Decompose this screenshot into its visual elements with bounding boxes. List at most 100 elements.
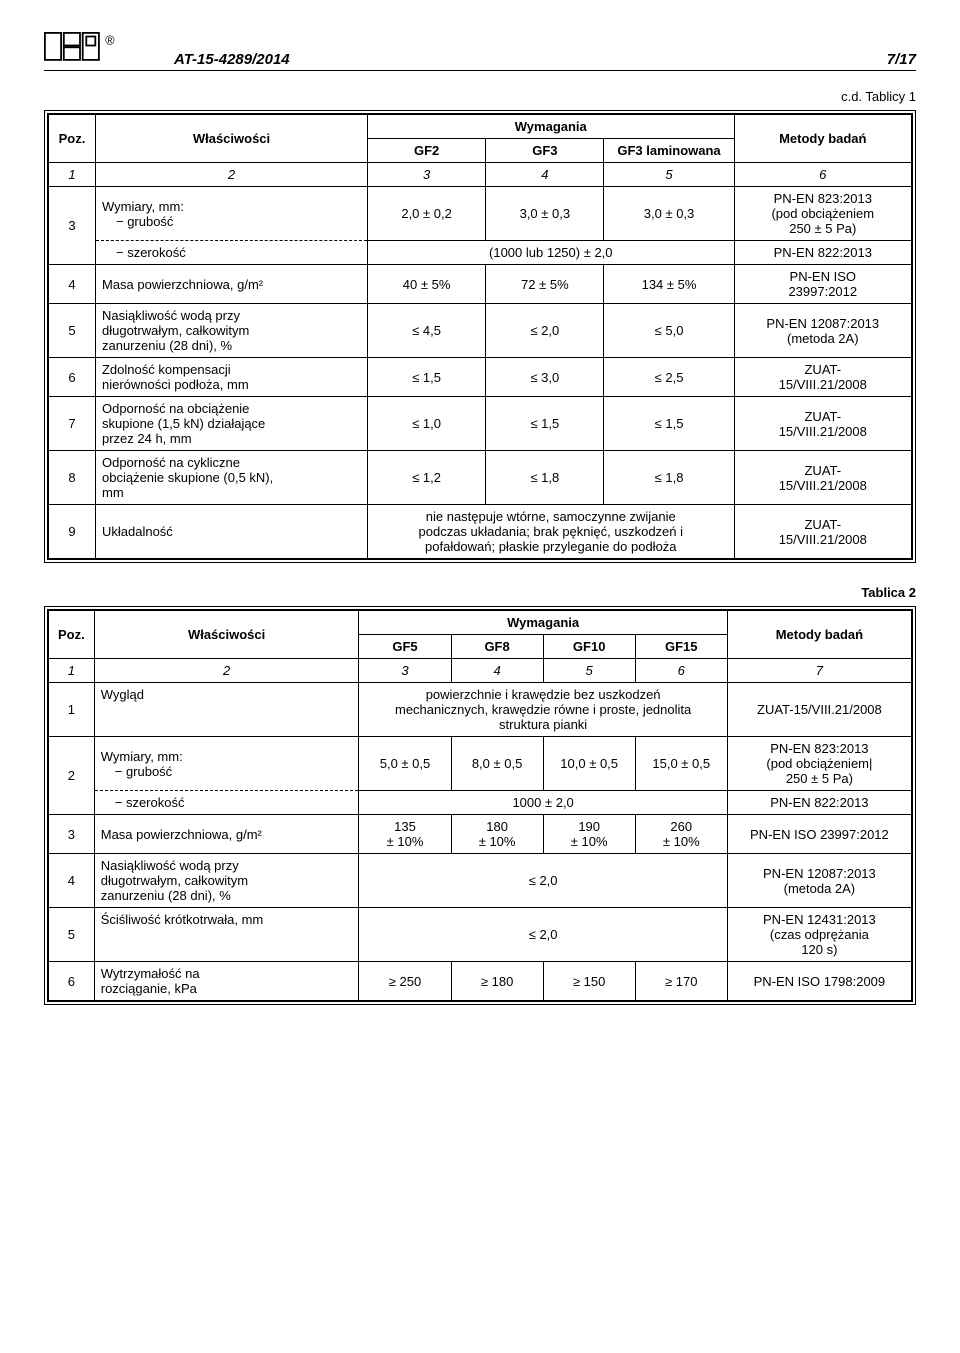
cell: ≤ 2,0	[486, 304, 604, 358]
cell: 260 ± 10%	[635, 815, 727, 854]
cell-text: ZUAT-	[804, 409, 841, 424]
cell: Wygląd	[94, 683, 359, 737]
cell-text: rozciąganie, kPa	[101, 981, 197, 996]
cell-text: Wymiary, mm:	[101, 749, 183, 764]
cell: (1000 lub 1250) ± 2,0	[367, 241, 734, 265]
hr-col: 4	[486, 163, 604, 187]
cell-text: długotrwałym, całkowitym	[101, 873, 248, 888]
th-req: Wymagania	[359, 611, 727, 635]
cell: 5	[49, 908, 95, 962]
cell: PN-EN 12087:2013 (metoda 2A)	[727, 854, 911, 908]
cell-text: 260	[670, 819, 692, 834]
cell-text: (pod obciążeniem	[771, 206, 874, 221]
th-gf8: GF8	[451, 635, 543, 659]
cell: ≥ 250	[359, 962, 451, 1001]
cell: 3	[49, 815, 95, 854]
cell: ≤ 2,0	[359, 854, 727, 908]
cell-text: − grubość	[116, 214, 173, 229]
cell: ≤ 1,5	[486, 397, 604, 451]
cell: 5,0 ± 0,5	[359, 737, 451, 791]
cell: PN-EN ISO 1798:2009	[727, 962, 911, 1001]
th-gf3lam: GF3 laminowana	[604, 139, 734, 163]
hr-col: 5	[543, 659, 635, 683]
cell-text: obciążenie skupione (0,5 kN),	[102, 470, 273, 485]
cell: Masa powierzchniowa, g/m²	[94, 815, 359, 854]
th-poz: Poz.	[49, 115, 96, 163]
cell: ≤ 4,5	[367, 304, 485, 358]
cell: Układalność	[95, 505, 367, 559]
cell: 134 ± 5%	[604, 265, 734, 304]
cell-text: PN-EN ISO	[790, 269, 856, 284]
cell: 135 ± 10%	[359, 815, 451, 854]
cell-text: ZUAT-	[804, 517, 841, 532]
cell: PN-EN 822:2013	[727, 791, 911, 815]
cell-text: (czas odprężania	[770, 927, 869, 942]
doc-id: AT-15-4289/2014	[174, 51, 290, 68]
cell-text: 120 s)	[801, 942, 837, 957]
hr-col: 1	[49, 659, 95, 683]
cell: Nasiąkliwość wodą przy długotrwałym, cał…	[94, 854, 359, 908]
cell: 15,0 ± 0,5	[635, 737, 727, 791]
cell-text: nierówności podłoża, mm	[102, 377, 249, 392]
cell-text: PN-EN 12087:2013	[766, 316, 879, 331]
cell: 6	[49, 358, 96, 397]
cell-text: (metoda 2A)	[784, 881, 856, 896]
cell-text: ZUAT-	[804, 463, 841, 478]
cell-text: Odporność na obciążenie	[102, 401, 249, 416]
th-methods: Metody badań	[727, 611, 911, 659]
cell-text: 180	[486, 819, 508, 834]
cell: 40 ± 5%	[367, 265, 485, 304]
cell: PN-EN 12087:2013 (metoda 2A)	[734, 304, 911, 358]
cell: nie następuje wtórne, samoczynne zwijani…	[367, 505, 734, 559]
th-gf15: GF15	[635, 635, 727, 659]
cell-text: 15/VIII.21/2008	[779, 478, 867, 493]
cell-text: Nasiąkliwość wodą przy	[101, 858, 239, 873]
cell: ≥ 150	[543, 962, 635, 1001]
cell-text: 15/VIII.21/2008	[779, 532, 867, 547]
hr-col: 2	[94, 659, 359, 683]
cell-text: PN-EN 823:2013	[774, 191, 872, 206]
cell-text: nie następuje wtórne, samoczynne zwijani…	[426, 509, 676, 524]
cell: ZUAT-15/VIII.21/2008	[727, 683, 911, 737]
cell-text: Nasiąkliwość wodą przy	[102, 308, 240, 323]
table2-caption: Tablica 2	[44, 585, 916, 600]
cell-text: − szerokość	[115, 795, 185, 810]
th-prop: Właściwości	[94, 611, 359, 659]
cell: PN-EN ISO 23997:2012	[734, 265, 911, 304]
cell-text: pofałdowań; płaskie przyleganie do podło…	[425, 539, 677, 554]
cell-text: 15/VIII.21/2008	[779, 377, 867, 392]
cell: 4	[49, 854, 95, 908]
cell: 8	[49, 451, 96, 505]
cell: 3,0 ± 0,3	[486, 187, 604, 241]
page-header: ® AT-15-4289/2014 7/17	[44, 32, 916, 71]
cell: 190 ± 10%	[543, 815, 635, 854]
cell: Nasiąkliwość wodą przy długotrwałym, cał…	[95, 304, 367, 358]
cell-text: Zdolność kompensacji	[102, 362, 231, 377]
cell: ≥ 180	[451, 962, 543, 1001]
cell: ZUAT- 15/VIII.21/2008	[734, 505, 911, 559]
cell-text: zanurzeniu (28 dni), %	[102, 338, 232, 353]
cell: ZUAT- 15/VIII.21/2008	[734, 358, 911, 397]
cell: 7	[49, 397, 96, 451]
cell: Ściśliwość krótkotrwała, mm	[94, 908, 359, 962]
th-req: Wymagania	[367, 115, 734, 139]
cell: 1000 ± 2,0	[359, 791, 727, 815]
cell: ≤ 2,0	[359, 908, 727, 962]
cell-text: 15/VIII.21/2008	[779, 424, 867, 439]
cell-text: przez 24 h, mm	[102, 431, 192, 446]
cell: PN-EN 823:2013 (pod obciążeniem| 250 ± 5…	[727, 737, 911, 791]
logo-icon: ®	[44, 32, 134, 68]
cell-text: ± 10%	[571, 834, 608, 849]
th-methods: Metody badań	[734, 115, 911, 163]
th-gf5: GF5	[359, 635, 451, 659]
hr-col: 6	[734, 163, 911, 187]
cell-text: 190	[578, 819, 600, 834]
cell-text: zanurzeniu (28 dni), %	[101, 888, 231, 903]
cell: 72 ± 5%	[486, 265, 604, 304]
cell-text: (pod obciążeniem|	[766, 756, 872, 771]
cell: 1	[49, 683, 95, 737]
t1-r3-prop: Wymiary, mm: − grubość	[95, 187, 367, 241]
cell: 5	[49, 304, 96, 358]
cell: 9	[49, 505, 96, 559]
cell: 10,0 ± 0,5	[543, 737, 635, 791]
